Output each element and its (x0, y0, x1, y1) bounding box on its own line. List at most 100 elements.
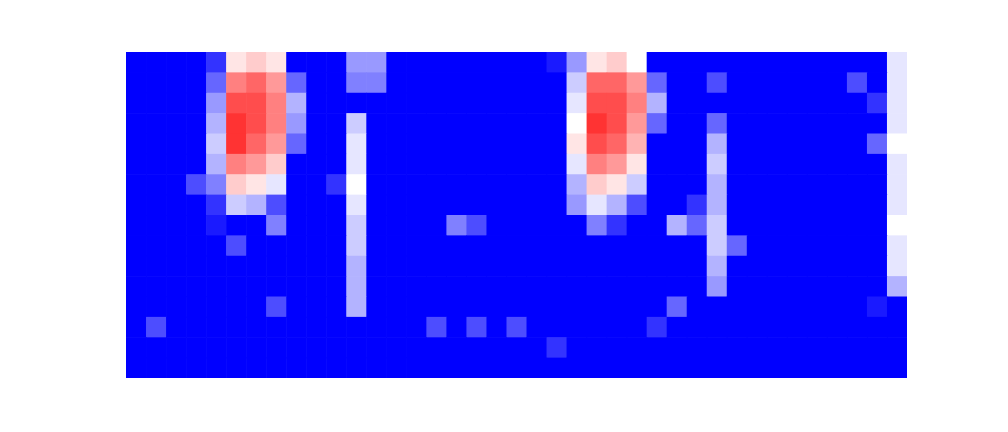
heatmap-cell (286, 256, 307, 277)
heatmap-cell (506, 93, 527, 114)
heatmap-cell (306, 337, 327, 358)
heatmap-cell (326, 113, 347, 134)
heatmap-cell (226, 358, 247, 378)
heatmap-cell (286, 72, 307, 93)
heatmap-cell (547, 72, 568, 93)
heatmap-cell (186, 154, 207, 175)
heatmap-cell (166, 52, 187, 73)
heatmap-cell (827, 154, 848, 175)
heatmap-cell (707, 113, 728, 134)
heatmap-cell (186, 134, 207, 155)
heatmap-cell (366, 215, 387, 236)
heatmap-cell (627, 215, 648, 236)
heatmap-cell (847, 337, 868, 358)
heatmap-cell (627, 72, 648, 93)
heatmap-cell (426, 358, 447, 378)
heatmap-cell (326, 215, 347, 236)
heatmap-cell (146, 276, 167, 297)
heatmap-cell (386, 337, 407, 358)
heatmap-cell (587, 358, 608, 378)
heatmap-cell (426, 235, 447, 256)
heatmap-cell (867, 215, 888, 236)
heatmap-cell (887, 134, 907, 155)
heatmap-cell (727, 297, 748, 318)
heatmap-cell (527, 235, 548, 256)
heatmap-cell (587, 72, 608, 93)
heatmap-cell (306, 154, 327, 175)
heatmap-cell (166, 72, 187, 93)
heatmap-cell (386, 195, 407, 216)
heatmap-cell (647, 235, 668, 256)
heatmap-cell (627, 195, 648, 216)
heatmap-cell (867, 337, 888, 358)
heatmap-cell (126, 93, 147, 114)
heatmap-cell (126, 174, 147, 195)
heatmap-cell (286, 317, 307, 338)
heatmap-cell (326, 256, 347, 277)
heatmap-cell (386, 174, 407, 195)
heatmap-cell (747, 93, 768, 114)
heatmap-cell (787, 317, 808, 338)
heatmap-cell (226, 297, 247, 318)
heatmap-cell (486, 297, 507, 318)
heatmap-cell (547, 276, 568, 297)
heatmap-cell (747, 113, 768, 134)
heatmap-cell (266, 113, 287, 134)
heatmap-cell (607, 235, 628, 256)
heatmap-cell (406, 113, 427, 134)
heatmap-cell (687, 215, 708, 236)
heatmap-cell (206, 195, 227, 216)
heatmap-cell (266, 235, 287, 256)
heatmap-cell (567, 174, 588, 195)
heatmap-cell (486, 52, 507, 73)
heatmap-cell (326, 72, 347, 93)
heatmap-cell (867, 113, 888, 134)
heatmap-cell (406, 72, 427, 93)
heatmap-cell (206, 337, 227, 358)
heatmap-cell (787, 276, 808, 297)
heatmap-cell (707, 93, 728, 114)
heatmap-cell (607, 297, 628, 318)
heatmap-cell (607, 113, 628, 134)
heatmap-cell (206, 235, 227, 256)
heatmap-cell (226, 72, 247, 93)
heatmap-cell (386, 215, 407, 236)
heatmap-cell (266, 174, 287, 195)
heatmap-cell (747, 134, 768, 155)
heatmap-cell (727, 256, 748, 277)
heatmap-cell (226, 215, 247, 236)
heatmap-cell (406, 93, 427, 114)
heatmap-cell (286, 52, 307, 73)
heatmap-cell (847, 358, 868, 378)
heatmap-cell (486, 235, 507, 256)
heatmap-cell (426, 276, 447, 297)
heatmap-cell (707, 256, 728, 277)
heatmap-cell (667, 317, 688, 338)
heatmap-cell (266, 256, 287, 277)
heatmap-cell (406, 317, 427, 338)
heatmap-cell (386, 72, 407, 93)
heatmap-cell (346, 93, 367, 114)
heatmap-cell (346, 174, 367, 195)
heatmap-cell (767, 134, 788, 155)
heatmap-cell (767, 337, 788, 358)
heatmap-cell (747, 276, 768, 297)
heatmap-cell (446, 134, 467, 155)
heatmap-cell (887, 358, 907, 378)
heatmap-cell (246, 235, 267, 256)
heatmap-cell (166, 256, 187, 277)
heatmap-cell (286, 134, 307, 155)
heatmap-cell (186, 235, 207, 256)
heatmap-cell (587, 93, 608, 114)
heatmap-cell (767, 93, 788, 114)
heatmap-cell (186, 72, 207, 93)
heatmap-cell (146, 72, 167, 93)
heatmap-cell (527, 215, 548, 236)
heatmap-cell (627, 134, 648, 155)
heatmap-cell (727, 134, 748, 155)
heatmap-cell (687, 235, 708, 256)
heatmap-cell (486, 337, 507, 358)
heatmap-cell (587, 154, 608, 175)
heatmap-cell (146, 52, 167, 73)
heatmap-cell (286, 276, 307, 297)
